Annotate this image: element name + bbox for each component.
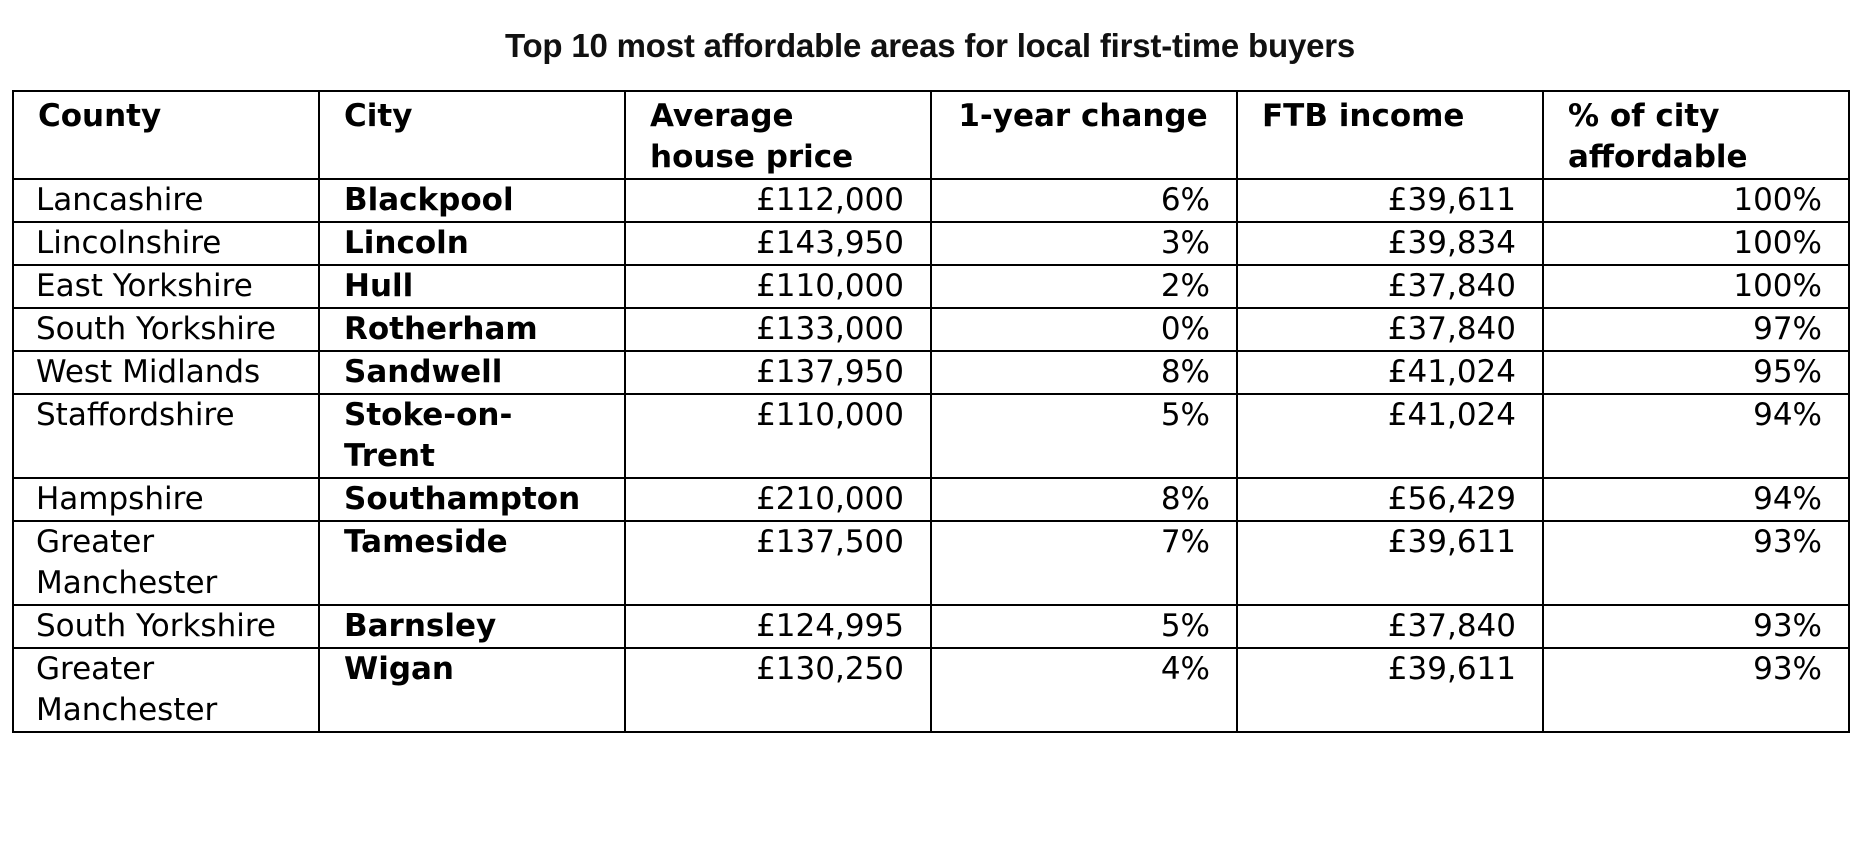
pct-city-affordable-cell: 100% bbox=[1542, 178, 1850, 223]
column-header-pct-city-affordable: % of city affordable bbox=[1542, 90, 1850, 180]
average-house-price-cell: £112,000 bbox=[624, 178, 932, 223]
table-row: Greater Manchester Wigan £130,250 4% £39,611… bbox=[12, 647, 1850, 733]
city-cell: Stoke-on-Trent bbox=[318, 393, 626, 479]
affordability-table: County City Average house price 1-year c… bbox=[12, 90, 1850, 733]
column-header-ftb-income: FTB income bbox=[1236, 90, 1544, 180]
ftb-income-cell: £39,611 bbox=[1236, 647, 1544, 733]
city-cell: Barnsley bbox=[318, 604, 626, 649]
column-header-1-year-change: 1-year change bbox=[930, 90, 1238, 180]
column-header-city: City bbox=[318, 90, 626, 180]
ftb-income-cell: £41,024 bbox=[1236, 350, 1544, 395]
city-cell: Southampton bbox=[318, 477, 626, 522]
pct-city-affordable-cell: 97% bbox=[1542, 307, 1850, 352]
average-house-price-cell: £130,250 bbox=[624, 647, 932, 733]
one-year-change-cell: 6% bbox=[930, 178, 1238, 223]
one-year-change-cell: 7% bbox=[930, 520, 1238, 606]
pct-city-affordable-cell: 93% bbox=[1542, 604, 1850, 649]
one-year-change-cell: 5% bbox=[930, 393, 1238, 479]
average-house-price-cell: £124,995 bbox=[624, 604, 932, 649]
one-year-change-cell: 0% bbox=[930, 307, 1238, 352]
average-house-price-cell: £110,000 bbox=[624, 264, 932, 309]
table-row: Lancashire Blackpool £112,000 6% £39,611 100% bbox=[12, 178, 1850, 223]
ftb-income-cell: £39,611 bbox=[1236, 178, 1544, 223]
average-house-price-cell: £137,950 bbox=[624, 350, 932, 395]
table-row: East Yorkshire Hull £110,000 2% £37,840 100% bbox=[12, 264, 1850, 309]
column-header-county: County bbox=[12, 90, 320, 180]
average-house-price-cell: £110,000 bbox=[624, 393, 932, 479]
table-header-row: County City Average house price 1-year c… bbox=[12, 90, 1850, 180]
average-house-price-cell: £143,950 bbox=[624, 221, 932, 266]
county-cell: Greater Manchester bbox=[12, 647, 320, 733]
table-body: Lancashire Blackpool £112,000 6% £39,611 100%… bbox=[12, 178, 1850, 733]
ftb-income-cell: £39,834 bbox=[1236, 221, 1544, 266]
county-cell: Hampshire bbox=[12, 477, 320, 522]
county-cell: South Yorkshire bbox=[12, 307, 320, 352]
one-year-change-cell: 4% bbox=[930, 647, 1238, 733]
city-cell: Hull bbox=[318, 264, 626, 309]
pct-city-affordable-cell: 100% bbox=[1542, 221, 1850, 266]
county-cell: East Yorkshire bbox=[12, 264, 320, 309]
ftb-income-cell: £39,611 bbox=[1236, 520, 1544, 606]
one-year-change-cell: 2% bbox=[930, 264, 1238, 309]
average-house-price-cell: £210,000 bbox=[624, 477, 932, 522]
average-house-price-cell: £133,000 bbox=[624, 307, 932, 352]
pct-city-affordable-cell: 95% bbox=[1542, 350, 1850, 395]
average-house-price-cell: £137,500 bbox=[624, 520, 932, 606]
table-row: Lincolnshire Lincoln £143,950 3% £39,834 100% bbox=[12, 221, 1850, 266]
table-row: South Yorkshire Barnsley £124,995 5% £37,840… bbox=[12, 604, 1850, 649]
ftb-income-cell: £37,840 bbox=[1236, 604, 1544, 649]
county-cell: Lancashire bbox=[12, 178, 320, 223]
city-cell: Rotherham bbox=[318, 307, 626, 352]
one-year-change-cell: 8% bbox=[930, 477, 1238, 522]
pct-city-affordable-cell: 100% bbox=[1542, 264, 1850, 309]
table-title: Top 10 most affordable areas for local f… bbox=[504, 27, 1356, 64]
ftb-income-cell: £41,024 bbox=[1236, 393, 1544, 479]
county-cell: Lincolnshire bbox=[12, 221, 320, 266]
one-year-change-cell: 8% bbox=[930, 350, 1238, 395]
ftb-income-cell: £37,840 bbox=[1236, 307, 1544, 352]
county-cell: West Midlands bbox=[12, 350, 320, 395]
pct-city-affordable-cell: 94% bbox=[1542, 393, 1850, 479]
city-cell: Tameside bbox=[318, 520, 626, 606]
column-header-average-house-price: Average house price bbox=[624, 90, 932, 180]
county-cell: Greater Manchester bbox=[12, 520, 320, 606]
table-row: Staffordshire Stoke-on-Trent £110,000 5% £41… bbox=[12, 393, 1850, 479]
pct-city-affordable-cell: 94% bbox=[1542, 477, 1850, 522]
ftb-income-cell: £56,429 bbox=[1236, 477, 1544, 522]
pct-city-affordable-cell: 93% bbox=[1542, 520, 1850, 606]
table-row: West Midlands Sandwell £137,950 8% £41,024 95… bbox=[12, 350, 1850, 395]
table-row: South Yorkshire Rotherham £133,000 0% £37,84… bbox=[12, 307, 1850, 352]
table-row: Greater Manchester Tameside £137,500 7% £39,… bbox=[12, 520, 1850, 606]
county-cell: Staffordshire bbox=[12, 393, 320, 479]
city-cell: Wigan bbox=[318, 647, 626, 733]
one-year-change-cell: 5% bbox=[930, 604, 1238, 649]
one-year-change-cell: 3% bbox=[930, 221, 1238, 266]
ftb-income-cell: £37,840 bbox=[1236, 264, 1544, 309]
city-cell: Sandwell bbox=[318, 350, 626, 395]
county-cell: South Yorkshire bbox=[12, 604, 320, 649]
pct-city-affordable-cell: 93% bbox=[1542, 647, 1850, 733]
table-row: Hampshire Southampton £210,000 8% £56,429 94% bbox=[12, 477, 1850, 522]
city-cell: Lincoln bbox=[318, 221, 626, 266]
city-cell: Blackpool bbox=[318, 178, 626, 223]
